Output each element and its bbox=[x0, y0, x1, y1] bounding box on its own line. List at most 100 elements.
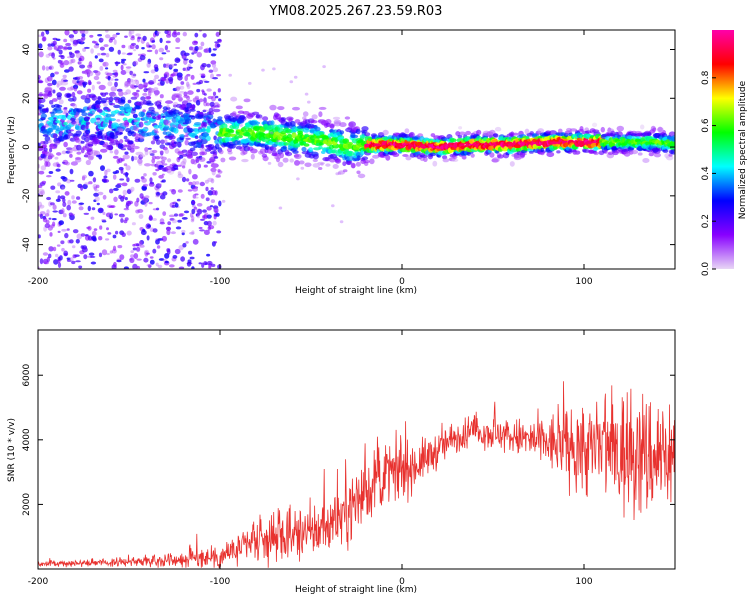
heatmap-cell bbox=[164, 139, 168, 144]
heatmap-cell bbox=[103, 44, 109, 48]
heatmap-cell bbox=[126, 230, 132, 236]
heatmap-cell bbox=[298, 160, 305, 165]
heatmap-cell bbox=[62, 74, 67, 79]
heatmap-cell bbox=[166, 248, 171, 253]
heatmap-cell bbox=[188, 168, 192, 175]
heatmap-cell bbox=[139, 244, 145, 248]
heatmap-cell bbox=[214, 41, 219, 44]
snr-frame bbox=[37, 329, 676, 570]
heatmap-cell bbox=[109, 150, 114, 154]
heatmap-cell bbox=[95, 104, 101, 109]
heatmap-cell bbox=[194, 95, 200, 100]
heatmap-cell bbox=[132, 113, 138, 119]
heatmap-cell bbox=[136, 265, 140, 269]
heatmap-cell bbox=[55, 120, 62, 124]
heatmap-cell bbox=[120, 168, 124, 174]
heatmap-cell bbox=[54, 156, 59, 160]
heatmap-cell bbox=[85, 133, 91, 139]
heatmap-cell bbox=[47, 92, 53, 98]
heatmap-cell bbox=[129, 257, 135, 263]
heatmap-cell bbox=[198, 157, 206, 162]
heatmap-cell bbox=[189, 231, 195, 235]
heatmap-cell bbox=[38, 204, 45, 209]
heatmap-cell bbox=[67, 199, 72, 206]
heatmap-cell bbox=[61, 247, 65, 252]
heatmap-cell bbox=[199, 181, 205, 187]
heatmap-cell bbox=[282, 157, 289, 163]
x-tick-label: 0 bbox=[399, 277, 405, 287]
heatmap-cell bbox=[120, 218, 124, 223]
heatmap-cell bbox=[194, 46, 199, 51]
heatmap-cell bbox=[120, 70, 127, 75]
heatmap-cell bbox=[210, 163, 219, 169]
heatmap-cell bbox=[48, 65, 54, 70]
heatmap-cell bbox=[186, 262, 193, 265]
heatmap-cell bbox=[148, 201, 153, 205]
heatmap-cell bbox=[158, 183, 162, 187]
heatmap-cell bbox=[79, 55, 85, 62]
heatmap-cell bbox=[78, 265, 83, 269]
heatmap-cell bbox=[99, 46, 105, 51]
spectrogram-y-label: Frequency (Hz) bbox=[7, 116, 17, 184]
heatmap-cell bbox=[184, 118, 192, 125]
heatmap-cell bbox=[138, 121, 144, 128]
heatmap-cell bbox=[125, 66, 132, 69]
heatmap-cell bbox=[361, 156, 369, 161]
heatmap-cell bbox=[38, 170, 45, 175]
heatmap-cell bbox=[623, 151, 631, 157]
heatmap-cell bbox=[423, 156, 428, 162]
heatmap-cell bbox=[218, 200, 222, 207]
heatmap-cell bbox=[48, 152, 54, 159]
heatmap-cell bbox=[124, 151, 129, 155]
x-tick-label: 0 bbox=[399, 577, 405, 587]
heatmap-cell bbox=[57, 262, 62, 268]
heatmap-cell bbox=[121, 232, 126, 237]
heatmap-cell bbox=[637, 152, 643, 156]
heatmap-cell bbox=[91, 95, 97, 101]
heatmap-cell bbox=[261, 68, 265, 72]
heatmap-cell bbox=[119, 144, 125, 149]
heatmap-cell bbox=[124, 35, 128, 38]
heatmap-cell bbox=[173, 127, 179, 134]
heatmap-cell bbox=[138, 101, 144, 106]
heatmap-cell bbox=[183, 58, 189, 61]
heatmap-cell bbox=[218, 98, 222, 102]
heatmap-cell bbox=[248, 81, 252, 85]
colorbar-tick-label: 0.4 bbox=[701, 166, 711, 181]
heatmap-cell bbox=[86, 116, 91, 120]
heatmap-cell bbox=[218, 149, 224, 155]
heatmap-cell bbox=[235, 105, 243, 110]
heatmap-cell bbox=[155, 194, 160, 198]
heatmap-cell bbox=[49, 232, 53, 237]
heatmap-cell bbox=[121, 60, 125, 64]
heatmap-cell bbox=[114, 149, 119, 155]
heatmap-cell bbox=[42, 36, 47, 42]
heatmap-cell bbox=[302, 111, 309, 117]
heatmap-cell bbox=[185, 178, 190, 182]
heatmap-cell bbox=[162, 146, 168, 151]
heatmap-cell bbox=[72, 30, 76, 33]
heatmap-cell bbox=[66, 93, 71, 98]
heatmap-cell bbox=[156, 99, 162, 103]
heatmap-cell bbox=[186, 99, 193, 102]
heatmap-cell bbox=[46, 256, 50, 263]
heatmap-cell bbox=[69, 153, 73, 158]
heatmap-cell bbox=[367, 137, 373, 141]
heatmap-cell bbox=[90, 261, 97, 265]
heatmap-cell bbox=[196, 88, 201, 93]
heatmap-cell bbox=[76, 144, 82, 151]
heatmap-cell bbox=[89, 255, 96, 258]
heatmap-cell bbox=[200, 218, 205, 221]
heatmap-cell bbox=[318, 167, 323, 170]
heatmap-cell bbox=[38, 51, 44, 58]
heatmap-cell bbox=[140, 111, 146, 117]
heatmap-cell bbox=[99, 208, 103, 212]
heatmap-cell bbox=[194, 122, 202, 126]
heatmap-cell bbox=[160, 80, 165, 86]
heatmap-cell bbox=[179, 90, 185, 94]
heatmap-cell bbox=[88, 155, 94, 161]
heatmap-cell bbox=[174, 203, 179, 208]
heatmap-cell bbox=[192, 238, 199, 245]
heatmap-cell bbox=[146, 62, 151, 68]
heatmap-cell bbox=[109, 91, 116, 97]
